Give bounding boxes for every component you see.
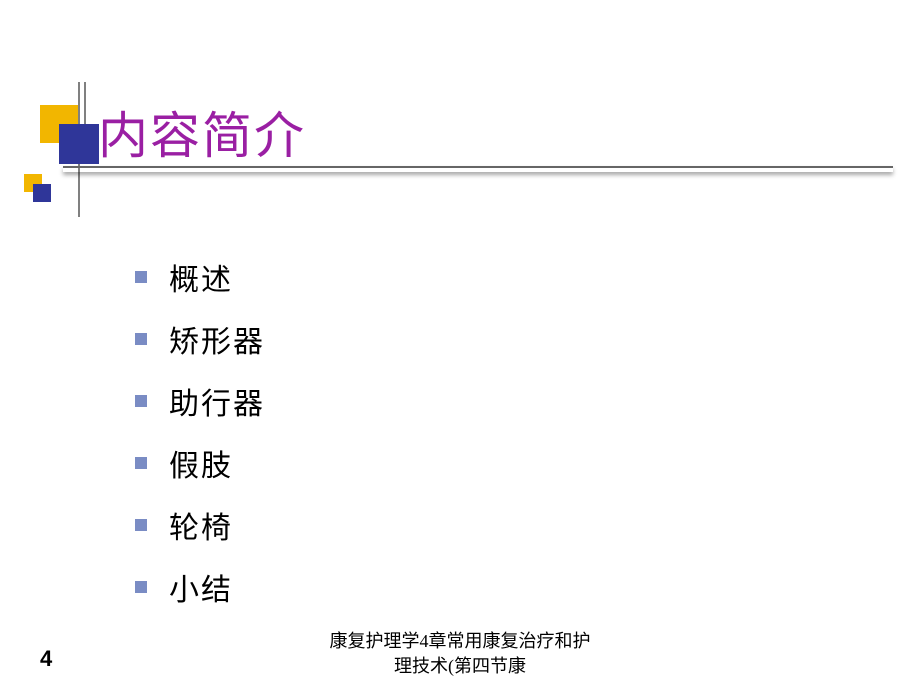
slide-title: 内容简介 <box>98 96 306 168</box>
list-item: 助行器 <box>135 379 265 423</box>
bullet-icon <box>135 395 147 407</box>
decor-square-blue-large <box>59 124 99 164</box>
list-item: 概述 <box>135 255 265 299</box>
list-item-label: 概述 <box>169 255 233 299</box>
list-item: 假肢 <box>135 441 265 485</box>
list-item: 矫形器 <box>135 317 265 361</box>
list-item: 小结 <box>135 565 265 609</box>
list-item-label: 小结 <box>169 565 233 609</box>
list-item-label: 假肢 <box>169 441 233 485</box>
bullet-icon <box>135 271 147 283</box>
footer-line-2: 理技术(第四节康 <box>394 656 526 676</box>
list-item-label: 助行器 <box>169 379 265 423</box>
title-underline <box>63 166 893 172</box>
list-item-label: 矫形器 <box>169 317 265 361</box>
bullet-icon <box>135 333 147 345</box>
footer-line-1: 康复护理学4章常用康复治疗和护 <box>330 631 591 651</box>
list-item-label: 轮椅 <box>169 503 233 547</box>
bullet-icon <box>135 519 147 531</box>
footer-text: 康复护理学4章常用康复治疗和护 理技术(第四节康 <box>0 629 920 678</box>
bullet-icon <box>135 457 147 469</box>
content-list: 概述 矫形器 助行器 假肢 轮椅 小结 <box>135 255 265 627</box>
bullet-icon <box>135 581 147 593</box>
decor-square-blue-small <box>33 184 51 202</box>
list-item: 轮椅 <box>135 503 265 547</box>
